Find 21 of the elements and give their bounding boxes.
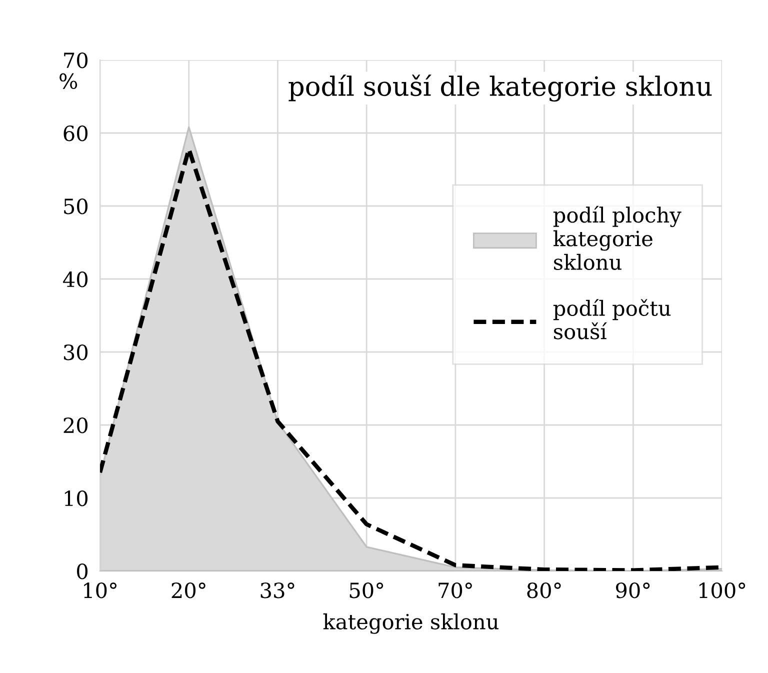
legend-label: podíl počtu souší [553,299,671,340]
y-tick-label: 0 [77,563,88,580]
x-axis-title: kategorie sklonu [323,613,498,634]
x-tick-label: 80° [527,582,561,598]
text: podíl souší dle kategorie sklonu [288,74,712,102]
y-tick-label: 70 [64,52,88,68]
y-axis-title: % [60,73,78,90]
x-tick-label: 50° [350,582,384,598]
x-tick-label: 33° [260,582,294,598]
y-tick-label: 40 [63,271,88,288]
x-tick-label: 70° [438,582,472,598]
legend-label: podíl plochy kategorie sklonu [553,206,682,270]
x-tick-label: 100° [699,582,746,598]
y-tick-label: 10 [64,490,88,506]
x-tick-label: 90° [616,582,650,598]
y-tick-label: 60 [64,125,88,142]
y-tick-label: 20 [64,417,88,434]
y-tick-label: 50 [64,198,88,214]
x-tick-label: 20° [172,582,206,598]
y-tick-label: 30 [64,344,88,360]
x-tick-label: 10° [84,582,116,598]
